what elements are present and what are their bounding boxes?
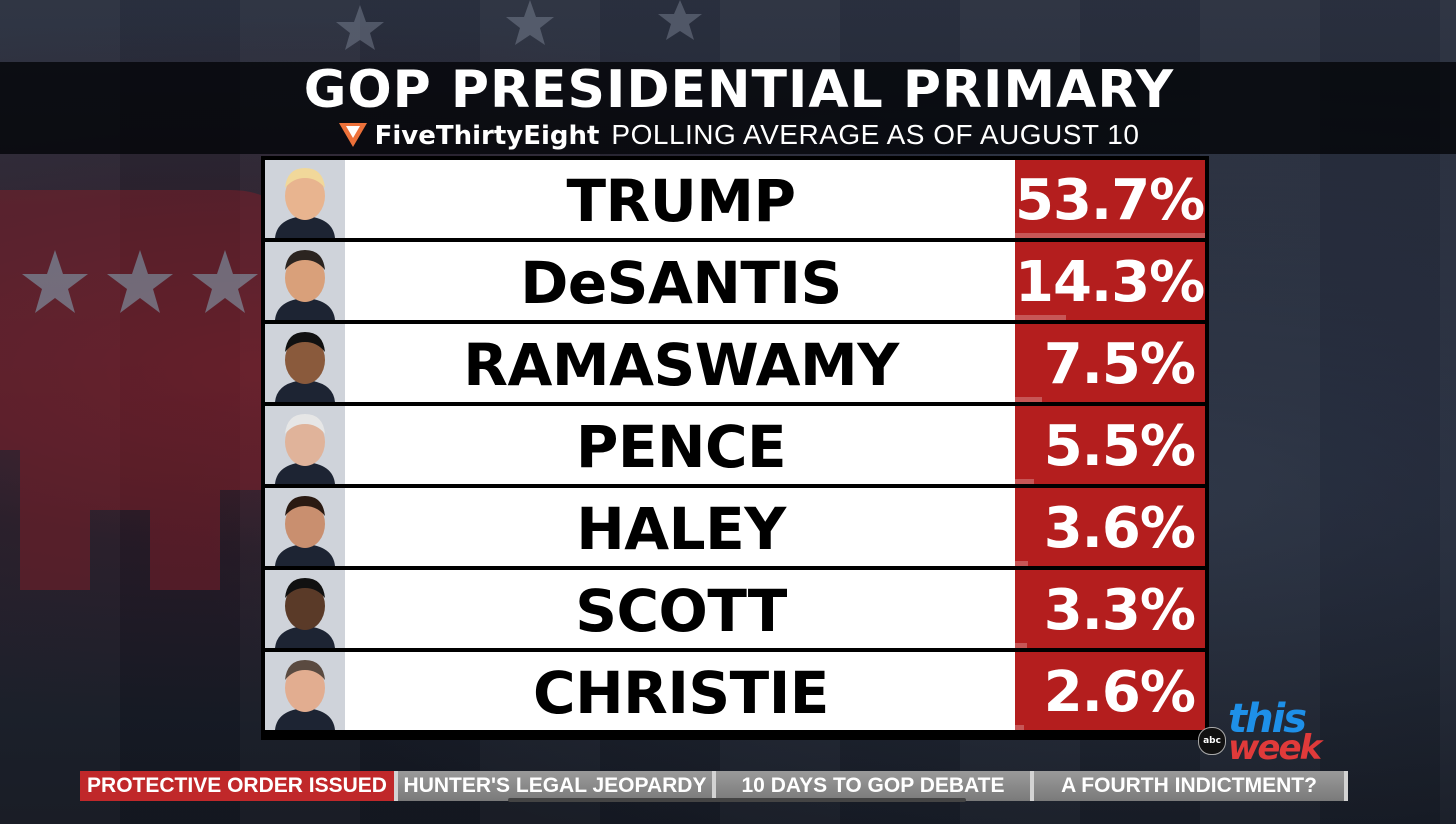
header-band: [0, 62, 1456, 154]
candidate-percentage: 7.5%: [1015, 324, 1205, 402]
candidate-portrait-icon: [265, 488, 345, 566]
ticker-item: HUNTER'S LEGAL JEOPARDY: [398, 771, 716, 801]
percentage-label: 2.6%: [1043, 660, 1196, 725]
candidate-row: RAMASWAMY 7.5%: [265, 324, 1205, 402]
news-ticker: PROTECTIVE ORDER ISSUED HUNTER'S LEGAL JE…: [80, 771, 1348, 801]
show-bug-week: week: [1228, 728, 1322, 768]
poll-table: TRUMP 53.7% DeSANTIS 14.3% RAMASWAMY 7.5% PENC…: [261, 156, 1209, 740]
candidate-photo: [265, 406, 345, 484]
percentage-label: 53.7%: [1015, 168, 1205, 233]
candidate-percentage: 14.3%: [1015, 242, 1205, 320]
flag-stars-decoration: [336, 0, 702, 50]
fivethirtyeight-fox-icon: [338, 123, 367, 147]
candidate-photo: [265, 324, 345, 402]
ticker-item: 10 DAYS TO GOP DEBATE: [716, 771, 1034, 801]
playback-scrub-bar[interactable]: [508, 798, 966, 802]
candidate-row: TRUMP 53.7%: [265, 160, 1205, 238]
candidate-portrait-icon: [265, 570, 345, 648]
percentage-bar: [1015, 233, 1205, 238]
percentage-label: 14.3%: [1015, 250, 1205, 315]
candidate-portrait-icon: [265, 406, 345, 484]
candidate-percentage: 3.6%: [1015, 488, 1205, 566]
candidate-name: DeSANTIS: [520, 249, 842, 317]
chart-title: GOP PRESIDENTIAL PRIMARY: [303, 60, 1175, 120]
candidate-portrait-icon: [265, 652, 345, 730]
ticker-item: PROTECTIVE ORDER ISSUED: [80, 771, 398, 801]
candidate-name: PENCE: [575, 413, 787, 481]
show-bug-this: this: [1228, 696, 1307, 742]
ticker-item: A FOURTH INDICTMENT?: [1034, 771, 1348, 801]
candidate-name: HALEY: [576, 495, 786, 563]
candidate-photo: [265, 570, 345, 648]
candidate-percentage: 2.6%: [1015, 652, 1205, 730]
abc-network-logo: abc: [1198, 727, 1226, 755]
candidate-photo: [265, 488, 345, 566]
candidate-portrait-icon: [265, 242, 345, 320]
candidate-photo: [265, 160, 345, 238]
candidate-name: CHRISTIE: [533, 659, 829, 727]
chart-subtitle: FiveThirtyEight POLLING AVERAGE AS OF AUG…: [0, 118, 1456, 153]
candidate-row: CHRISTIE 2.6%: [265, 652, 1205, 730]
candidate-name: RAMASWAMY: [463, 331, 899, 399]
percentage-label: 5.5%: [1043, 414, 1196, 479]
percentage-bar: [1015, 725, 1025, 730]
percentage-bar: [1015, 643, 1027, 648]
percentage-bar: [1015, 397, 1042, 402]
subtitle-brand: FiveThirtyEight: [374, 121, 600, 151]
candidate-portrait-icon: [265, 160, 345, 238]
candidate-row: DeSANTIS 14.3%: [265, 242, 1205, 320]
candidate-row: SCOTT 3.3%: [265, 570, 1205, 648]
subtitle-rest: POLLING AVERAGE AS OF AUGUST 10: [611, 119, 1140, 150]
candidate-row: HALEY 3.6%: [265, 488, 1205, 566]
percentage-bar: [1015, 315, 1066, 320]
candidate-percentage: 5.5%: [1015, 406, 1205, 484]
candidate-percentage: 53.7%: [1015, 160, 1205, 238]
candidate-name: SCOTT: [575, 577, 787, 645]
candidate-photo: [265, 652, 345, 730]
candidate-name: TRUMP: [566, 167, 796, 235]
candidate-percentage: 3.3%: [1015, 570, 1205, 648]
candidate-photo: [265, 242, 345, 320]
percentage-bar: [1015, 479, 1035, 484]
percentage-label: 3.3%: [1043, 578, 1196, 643]
candidate-portrait-icon: [265, 324, 345, 402]
gop-elephant-logo-icon: [0, 190, 300, 590]
percentage-label: 7.5%: [1043, 332, 1196, 397]
candidate-row: PENCE 5.5%: [265, 406, 1205, 484]
percentage-bar: [1015, 561, 1028, 566]
percentage-label: 3.6%: [1043, 496, 1196, 561]
